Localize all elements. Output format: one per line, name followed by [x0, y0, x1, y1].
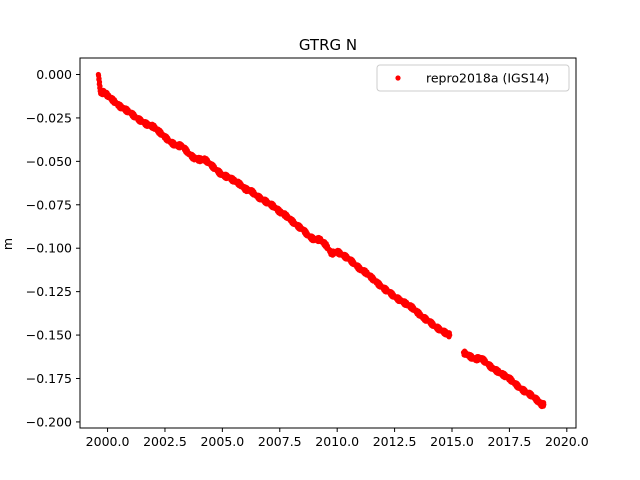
y-tick-label: −0.125	[26, 284, 72, 299]
y-tick-label: −0.175	[26, 371, 72, 386]
x-tick-label: 2005.0	[200, 434, 244, 449]
x-tick-label: 2017.5	[488, 434, 532, 449]
x-tick-label: 2007.5	[258, 434, 302, 449]
chart-title: GTRG N	[299, 36, 357, 54]
x-tick-label: 2012.5	[373, 434, 417, 449]
x-tick-label: 2020.0	[545, 434, 589, 449]
data-points	[95, 71, 547, 410]
y-tick-label: −0.100	[26, 241, 72, 256]
legend-box	[376, 64, 570, 92]
y-tick-label: −0.050	[26, 154, 72, 169]
data-point	[541, 401, 547, 408]
y-axis-ticks: 0.000 −0.025 −0.050 −0.075 −0.100 −0.125 −0.15…	[26, 67, 80, 429]
legend: repro2018a (IGS14)	[376, 64, 570, 92]
data-point	[97, 83, 103, 89]
x-tick-label: 2010.0	[315, 434, 359, 449]
legend-label: repro2018a (IGS14)	[426, 71, 549, 86]
y-tick-label: −0.025	[26, 110, 72, 125]
y-tick-label: 0.000	[36, 67, 72, 82]
y-tick-label: −0.075	[26, 197, 72, 212]
data-point	[96, 79, 103, 85]
x-tick-label: 2000.0	[86, 434, 130, 449]
y-tick-label: −0.200	[26, 414, 72, 429]
data-point	[447, 332, 453, 338]
y-tick-label: −0.150	[26, 328, 72, 343]
legend-marker	[395, 75, 401, 81]
y-axis-label: m	[0, 238, 15, 250]
x-tick-label: 2015.0	[430, 434, 474, 449]
x-tick-label: 2002.5	[143, 434, 187, 449]
x-axis-ticks: 2000.0 2002.5 2005.0 2007.5 2010.0 2012.5 2015…	[86, 428, 589, 449]
plot-frame	[79, 57, 577, 429]
